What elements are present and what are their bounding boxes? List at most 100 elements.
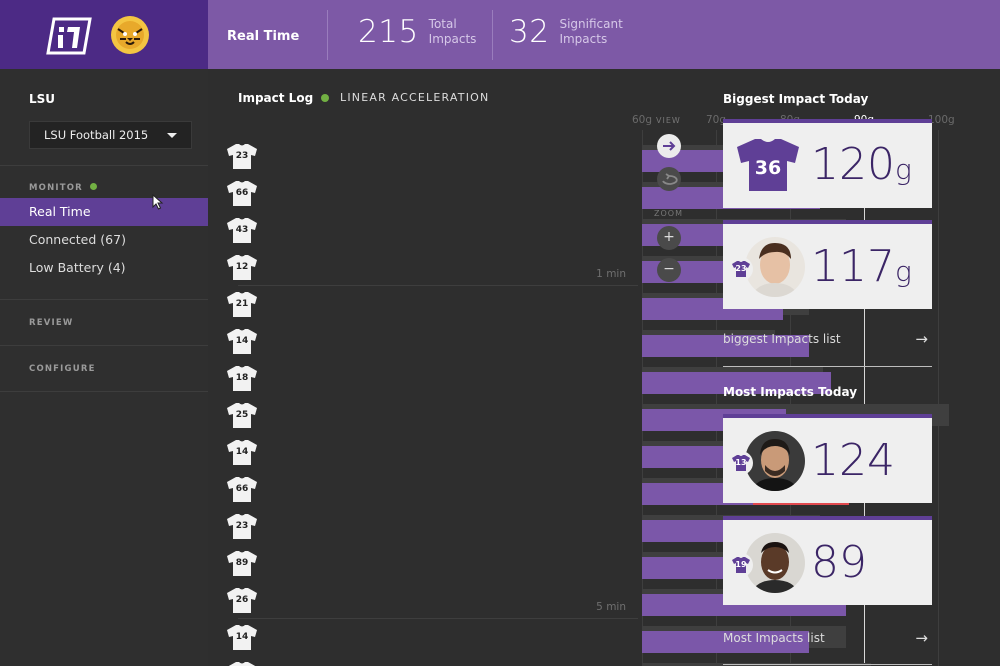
jersey-icon <box>227 551 257 576</box>
impact-count: 89 <box>811 537 867 588</box>
impact-row[interactable] <box>226 655 871 666</box>
impact-row[interactable]: 23 <box>226 137 853 174</box>
significant-impacts-label-line1: Significant <box>559 17 623 31</box>
jersey-number: 89 <box>235 558 249 568</box>
divider <box>0 165 208 166</box>
impact-row[interactable]: 25 <box>226 396 949 433</box>
divider <box>0 345 208 346</box>
biggest-impact-card[interactable]: 23 117g <box>723 220 932 309</box>
impact-row[interactable]: 14 <box>226 618 846 655</box>
brand-block <box>0 0 208 69</box>
mouse-cursor-icon <box>152 194 164 210</box>
app-logo-icon[interactable] <box>46 17 92 55</box>
zoom-in-button[interactable]: + <box>657 226 681 250</box>
most-impacts-list-link[interactable]: Most Impacts list → <box>723 631 932 646</box>
jersey-number: 43 <box>235 225 249 235</box>
impact-value: 117g <box>811 241 912 292</box>
impact-unit: g <box>894 153 912 186</box>
metric-label[interactable]: LINEAR ACCELERATION <box>340 91 490 104</box>
jersey-icon <box>227 329 257 354</box>
gridline <box>642 130 643 666</box>
impact-row[interactable]: 26 <box>226 581 846 618</box>
sidebar-item-real-time[interactable]: Real Time <box>0 198 208 226</box>
view-rotational-button[interactable] <box>657 167 681 191</box>
roster-select[interactable]: LSU Football 2015 <box>29 121 192 149</box>
jersey-icon <box>227 440 257 465</box>
jersey-number: 25 <box>235 410 249 420</box>
jersey-number: 23 <box>235 151 249 161</box>
biggest-impact-card[interactable]: 36 120g <box>723 119 932 208</box>
significant-impacts-label-line2: Impacts <box>559 32 608 46</box>
axis-tick-label: 100g <box>928 114 955 126</box>
divider <box>0 299 208 300</box>
divider <box>723 366 932 367</box>
sidebar: LSU LSU Football 2015 MONITOR Real Time … <box>0 69 208 666</box>
jersey-number: 26 <box>235 595 249 605</box>
view-linear-button[interactable] <box>657 134 681 158</box>
zoom-out-button[interactable]: − <box>657 258 681 282</box>
divider <box>327 10 328 60</box>
total-impacts-label: Total Impacts <box>429 17 509 47</box>
jersey-number: 19 <box>735 560 747 569</box>
jersey-number: 18 <box>235 373 249 383</box>
impact-row[interactable]: 21 <box>226 285 809 322</box>
time-marker-line <box>238 618 638 619</box>
axis-tick-label: 70g <box>706 114 727 126</box>
total-impacts-stat: 215 Total Impacts <box>358 14 509 50</box>
impact-row[interactable]: 14 <box>226 322 809 359</box>
divider <box>723 664 932 665</box>
jersey-number: 14 <box>235 336 249 346</box>
jersey-number: 23 <box>235 521 249 531</box>
impact-count: 124 <box>811 435 895 486</box>
jersey-number: 21 <box>235 299 249 309</box>
jersey-number: 66 <box>235 188 249 198</box>
jersey-icon <box>227 181 257 206</box>
total-impacts-label-line1: Total <box>428 17 457 31</box>
sidebar-item-configure[interactable]: CONFIGURE <box>29 364 96 374</box>
most-impacts-card[interactable]: 13 124 <box>723 414 932 503</box>
gridline <box>938 130 939 666</box>
impact-value-number: 117 <box>811 241 895 292</box>
impact-row[interactable]: 66 <box>226 174 820 211</box>
tiger-logo-icon <box>111 16 149 54</box>
most-impacts-list-label: Most Impacts list <box>723 631 825 645</box>
view-label: VIEW <box>656 116 681 125</box>
jersey-number: 13 <box>735 458 747 467</box>
impact-row[interactable]: 6688+13 <box>226 470 880 507</box>
impact-row[interactable]: 23 <box>226 507 834 544</box>
time-marker-5min: 5 min <box>596 601 626 613</box>
impact-bar <box>642 335 809 357</box>
top-bar: Real Time 215 Total Impacts 32 Significa… <box>208 0 1000 69</box>
divider <box>492 10 493 60</box>
biggest-impact-heading: Biggest Impact Today <box>723 92 869 106</box>
sidebar-item-review[interactable]: REVIEW <box>29 318 74 328</box>
biggest-impacts-list-label: biggest Impacts list <box>723 332 841 346</box>
impact-bar <box>642 631 809 653</box>
jersey-icon <box>227 514 257 539</box>
avatar <box>745 237 805 297</box>
page-title: Real Time <box>227 29 300 44</box>
most-impacts-heading: Most Impacts Today <box>723 385 858 399</box>
sidebar-item-connected[interactable]: Connected (67) <box>29 232 126 247</box>
jersey-icon <box>227 292 257 317</box>
jersey-number: 12 <box>235 262 249 272</box>
most-impacts-card[interactable]: 19 89 <box>723 516 932 605</box>
jersey-icon <box>227 366 257 391</box>
jersey-icon <box>227 144 257 169</box>
jersey-number: 36 <box>754 157 782 179</box>
jersey-icon <box>227 255 257 280</box>
impact-row[interactable]: 12 <box>226 248 790 285</box>
sidebar-item-low-battery[interactable]: Low Battery (4) <box>29 260 126 275</box>
jersey-number: 14 <box>235 632 249 642</box>
total-impacts-value: 215 <box>358 14 419 50</box>
jersey-icon <box>227 218 257 243</box>
impact-row[interactable]: 4396+6 <box>226 211 931 248</box>
impact-row[interactable]: 14 <box>226 433 846 470</box>
significant-impacts-value: 32 <box>509 14 550 50</box>
live-status-dot <box>321 94 329 102</box>
impact-row[interactable]: 89 <box>226 544 842 581</box>
impact-value: 120g <box>811 139 912 190</box>
zoom-label: ZOOM <box>654 209 683 218</box>
biggest-impacts-list-link[interactable]: biggest Impacts list → <box>723 332 932 347</box>
impact-row[interactable]: 18 <box>226 359 831 396</box>
